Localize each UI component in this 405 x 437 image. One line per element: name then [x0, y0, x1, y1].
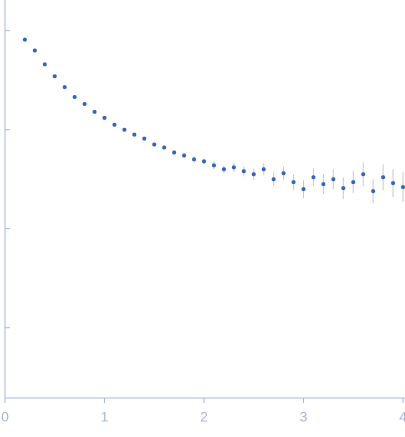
point [42, 62, 47, 67]
point [331, 177, 336, 182]
point [152, 142, 157, 147]
point [162, 145, 167, 150]
point [321, 182, 326, 187]
point [122, 127, 127, 132]
point [202, 159, 206, 164]
point [82, 101, 87, 106]
point [52, 74, 57, 79]
point [62, 85, 67, 90]
x-tick-label: 1 [101, 409, 109, 425]
point [231, 165, 236, 170]
point [351, 180, 356, 185]
point [271, 177, 276, 182]
point [301, 187, 306, 192]
point [182, 153, 187, 158]
point [401, 185, 405, 190]
point [241, 169, 246, 174]
point [311, 175, 316, 180]
point [361, 172, 366, 177]
point [341, 186, 346, 191]
point [142, 136, 147, 141]
point [112, 122, 117, 127]
point [281, 171, 286, 176]
point [32, 48, 37, 53]
point [381, 175, 386, 180]
point [391, 181, 396, 186]
point [251, 172, 256, 177]
point [371, 189, 376, 194]
point [291, 180, 296, 185]
point [261, 167, 266, 172]
point [211, 163, 216, 168]
x-tick-label: 4 [399, 409, 405, 425]
point [92, 109, 97, 114]
point [22, 37, 27, 42]
x-tick-label: 0 [1, 409, 9, 425]
point [72, 95, 77, 100]
x-tick-label: 2 [200, 409, 208, 425]
point [172, 150, 177, 155]
point [192, 157, 197, 162]
point [132, 132, 137, 137]
x-tick-label: 3 [300, 409, 308, 425]
point [221, 167, 226, 172]
point [102, 115, 107, 120]
